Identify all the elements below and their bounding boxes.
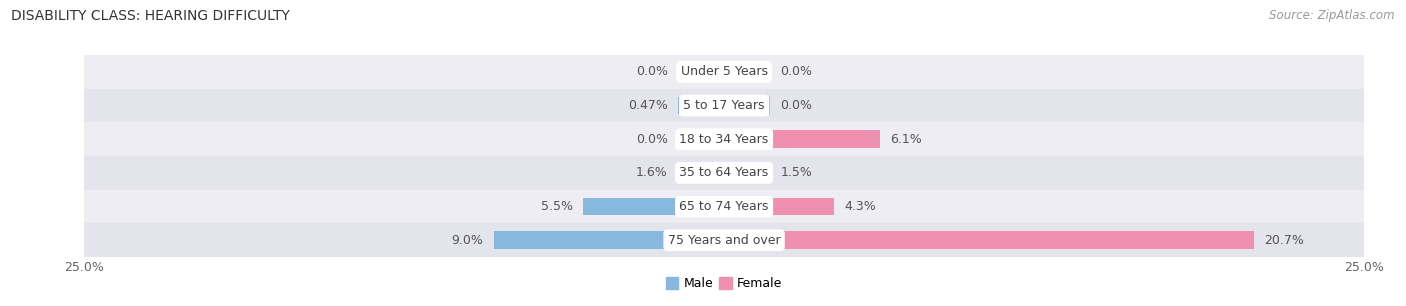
Text: DISABILITY CLASS: HEARING DIFFICULTY: DISABILITY CLASS: HEARING DIFFICULTY: [11, 9, 290, 23]
Text: 18 to 34 Years: 18 to 34 Years: [679, 133, 769, 146]
Bar: [678, 164, 724, 182]
Text: 0.0%: 0.0%: [780, 65, 813, 78]
Bar: [724, 63, 770, 81]
Bar: [678, 130, 724, 148]
Bar: [678, 63, 724, 81]
Text: 35 to 64 Years: 35 to 64 Years: [679, 166, 769, 179]
Bar: [84, 122, 1364, 156]
Bar: [724, 130, 880, 148]
Bar: [84, 223, 1364, 257]
Text: 5 to 17 Years: 5 to 17 Years: [683, 99, 765, 112]
Text: 9.0%: 9.0%: [451, 234, 484, 247]
Bar: [583, 198, 724, 215]
Bar: [678, 97, 724, 114]
Text: Source: ZipAtlas.com: Source: ZipAtlas.com: [1270, 9, 1395, 22]
Bar: [724, 164, 770, 182]
Bar: [84, 55, 1364, 89]
Text: 1.5%: 1.5%: [780, 166, 813, 179]
Bar: [724, 231, 1254, 249]
Bar: [724, 97, 770, 114]
Text: 0.0%: 0.0%: [780, 99, 813, 112]
Text: 5.5%: 5.5%: [541, 200, 574, 213]
Bar: [494, 231, 724, 249]
Text: 75 Years and over: 75 Years and over: [668, 234, 780, 247]
Text: Under 5 Years: Under 5 Years: [681, 65, 768, 78]
Text: 1.6%: 1.6%: [636, 166, 668, 179]
Bar: [84, 190, 1364, 223]
Bar: [84, 156, 1364, 190]
Text: 6.1%: 6.1%: [890, 133, 922, 146]
Text: 65 to 74 Years: 65 to 74 Years: [679, 200, 769, 213]
Text: 0.0%: 0.0%: [636, 65, 668, 78]
Legend: Male, Female: Male, Female: [661, 272, 787, 295]
Text: 4.3%: 4.3%: [845, 200, 876, 213]
Text: 20.7%: 20.7%: [1264, 234, 1303, 247]
Text: 0.0%: 0.0%: [636, 133, 668, 146]
Bar: [84, 89, 1364, 122]
Bar: [724, 198, 834, 215]
Text: 0.47%: 0.47%: [628, 99, 668, 112]
